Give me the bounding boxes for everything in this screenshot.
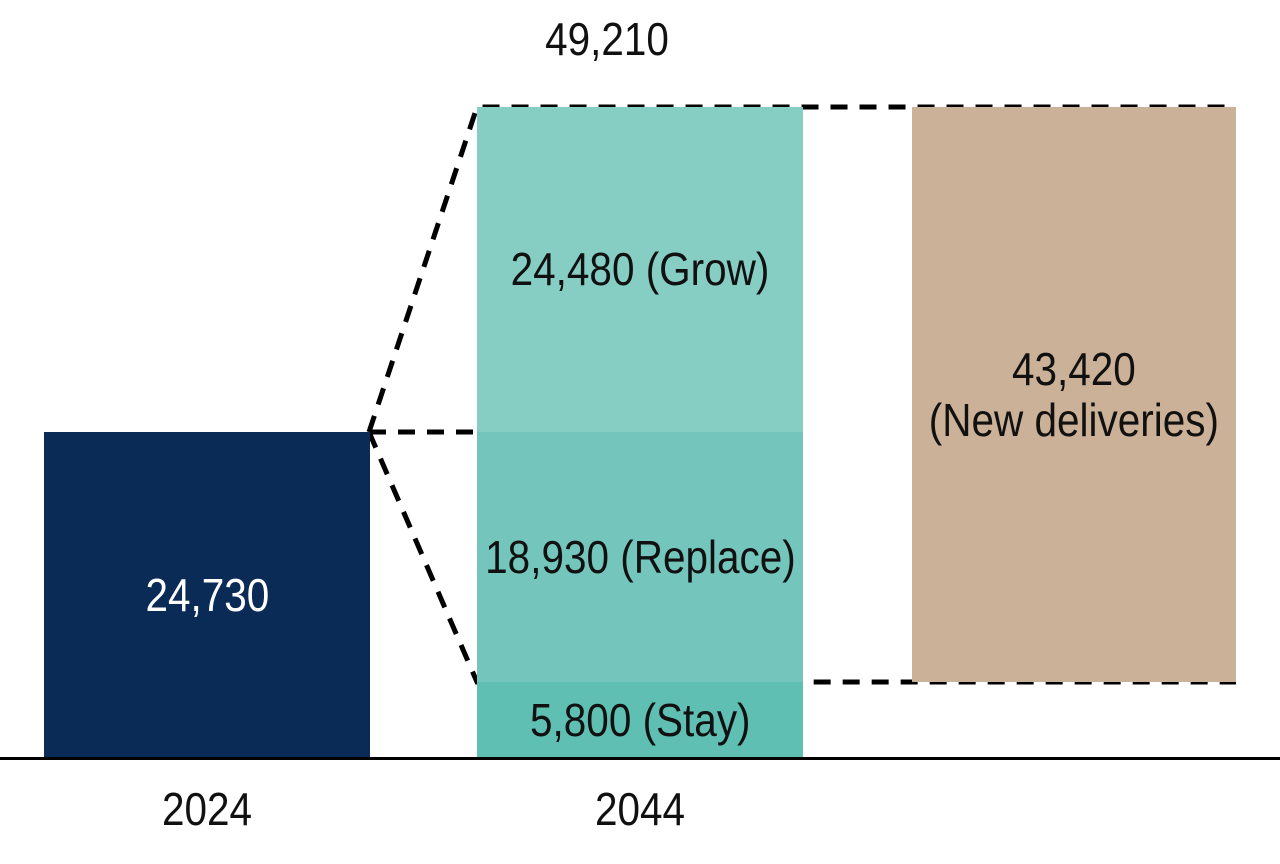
new-deliveries-caption: (New deliveries) <box>928 393 1220 446</box>
segment-replace: 18,930 (Replace) <box>477 432 803 682</box>
segment-grow: 24,480 (Grow) <box>477 107 803 432</box>
segment-stay-label: 5,800 (Stay) <box>529 693 751 746</box>
segment-replace-label: 18,930 (Replace) <box>484 530 796 583</box>
new-deliveries-label: 43,420 (New deliveries) <box>928 342 1220 446</box>
x-axis-label-2044: 2044 <box>594 783 686 835</box>
bar-2024-fleet: 24,730 <box>44 432 370 758</box>
segment-stay: 5,800 (Stay) <box>477 682 803 758</box>
bar-new-deliveries: 43,420 (New deliveries) <box>912 107 1236 682</box>
bar-2044-fleet: 24,480 (Grow) 18,930 (Replace) 5,800 (St… <box>477 107 803 758</box>
total-2044-label: 49,210 <box>545 13 669 65</box>
new-deliveries-value: 43,420 <box>1012 342 1136 395</box>
x-axis-baseline <box>0 757 1280 760</box>
segment-grow-label: 24,480 (Grow) <box>510 243 770 296</box>
x-axis-label-2024: 2024 <box>161 783 253 835</box>
bar-2024-value-label: 24,730 <box>145 568 269 621</box>
